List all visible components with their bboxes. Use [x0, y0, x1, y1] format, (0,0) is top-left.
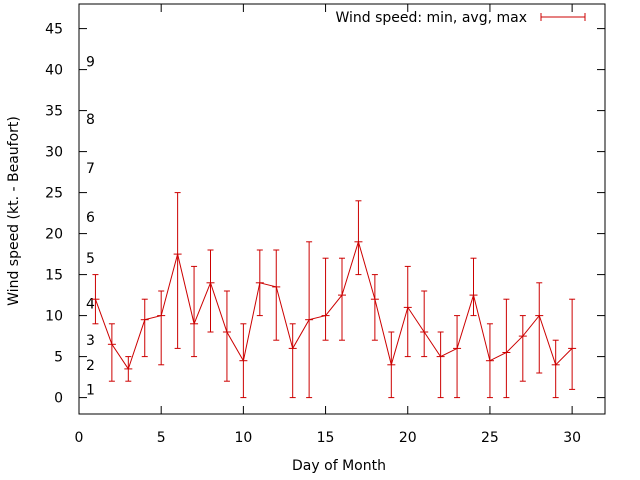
x-tick-label: 25	[481, 430, 499, 446]
beaufort-label: 6	[86, 210, 95, 226]
y-tick-label: 25	[45, 186, 63, 202]
y-tick-label: 20	[45, 227, 63, 243]
beaufort-label: 7	[86, 161, 95, 177]
y-tick-labels: 0 5 10 15 20 25 30 35 40 45	[45, 22, 63, 407]
y-tick-label: 45	[45, 22, 63, 38]
beaufort-label: 2	[86, 358, 95, 374]
y-tick-label: 40	[45, 63, 63, 79]
beaufort-label: 3	[86, 333, 95, 349]
axis-ticks	[78, 4, 605, 414]
avg-points	[91, 241, 577, 370]
y-axis-label: Wind speed (kt. - Beaufort)	[6, 116, 22, 306]
beaufort-scale-labels: 1 2 3 4 5 6 7 8 9	[86, 54, 95, 398]
x-tick-label: 0	[75, 430, 84, 446]
legend: Wind speed: min, avg, max	[335, 10, 586, 26]
y-tick-label: 30	[45, 145, 63, 161]
x-tick-label: 5	[157, 430, 166, 446]
beaufort-label: 9	[86, 54, 95, 70]
y-tick-label: 0	[54, 391, 63, 407]
y-tick-label: 5	[54, 350, 63, 366]
x-tick-labels: 0 5 10 15 20 25 30	[75, 430, 582, 446]
x-tick-label: 15	[317, 430, 335, 446]
plot-frame	[78, 3, 606, 415]
series-line-avg	[94, 240, 573, 371]
beaufort-label: 8	[86, 112, 95, 128]
y-tick-label: 15	[45, 268, 63, 284]
beaufort-label: 1	[86, 382, 95, 398]
beaufort-label: 4	[86, 296, 95, 312]
x-tick-label: 20	[399, 430, 417, 446]
x-tick-label: 30	[563, 430, 581, 446]
x-axis-label: Day of Month	[292, 458, 386, 474]
x-tick-label: 10	[234, 430, 252, 446]
y-tick-label: 35	[45, 104, 63, 120]
error-bars	[92, 192, 576, 399]
legend-label: Wind speed: min, avg, max	[335, 10, 527, 26]
beaufort-label: 5	[86, 251, 95, 267]
y-tick-label: 10	[45, 309, 63, 325]
